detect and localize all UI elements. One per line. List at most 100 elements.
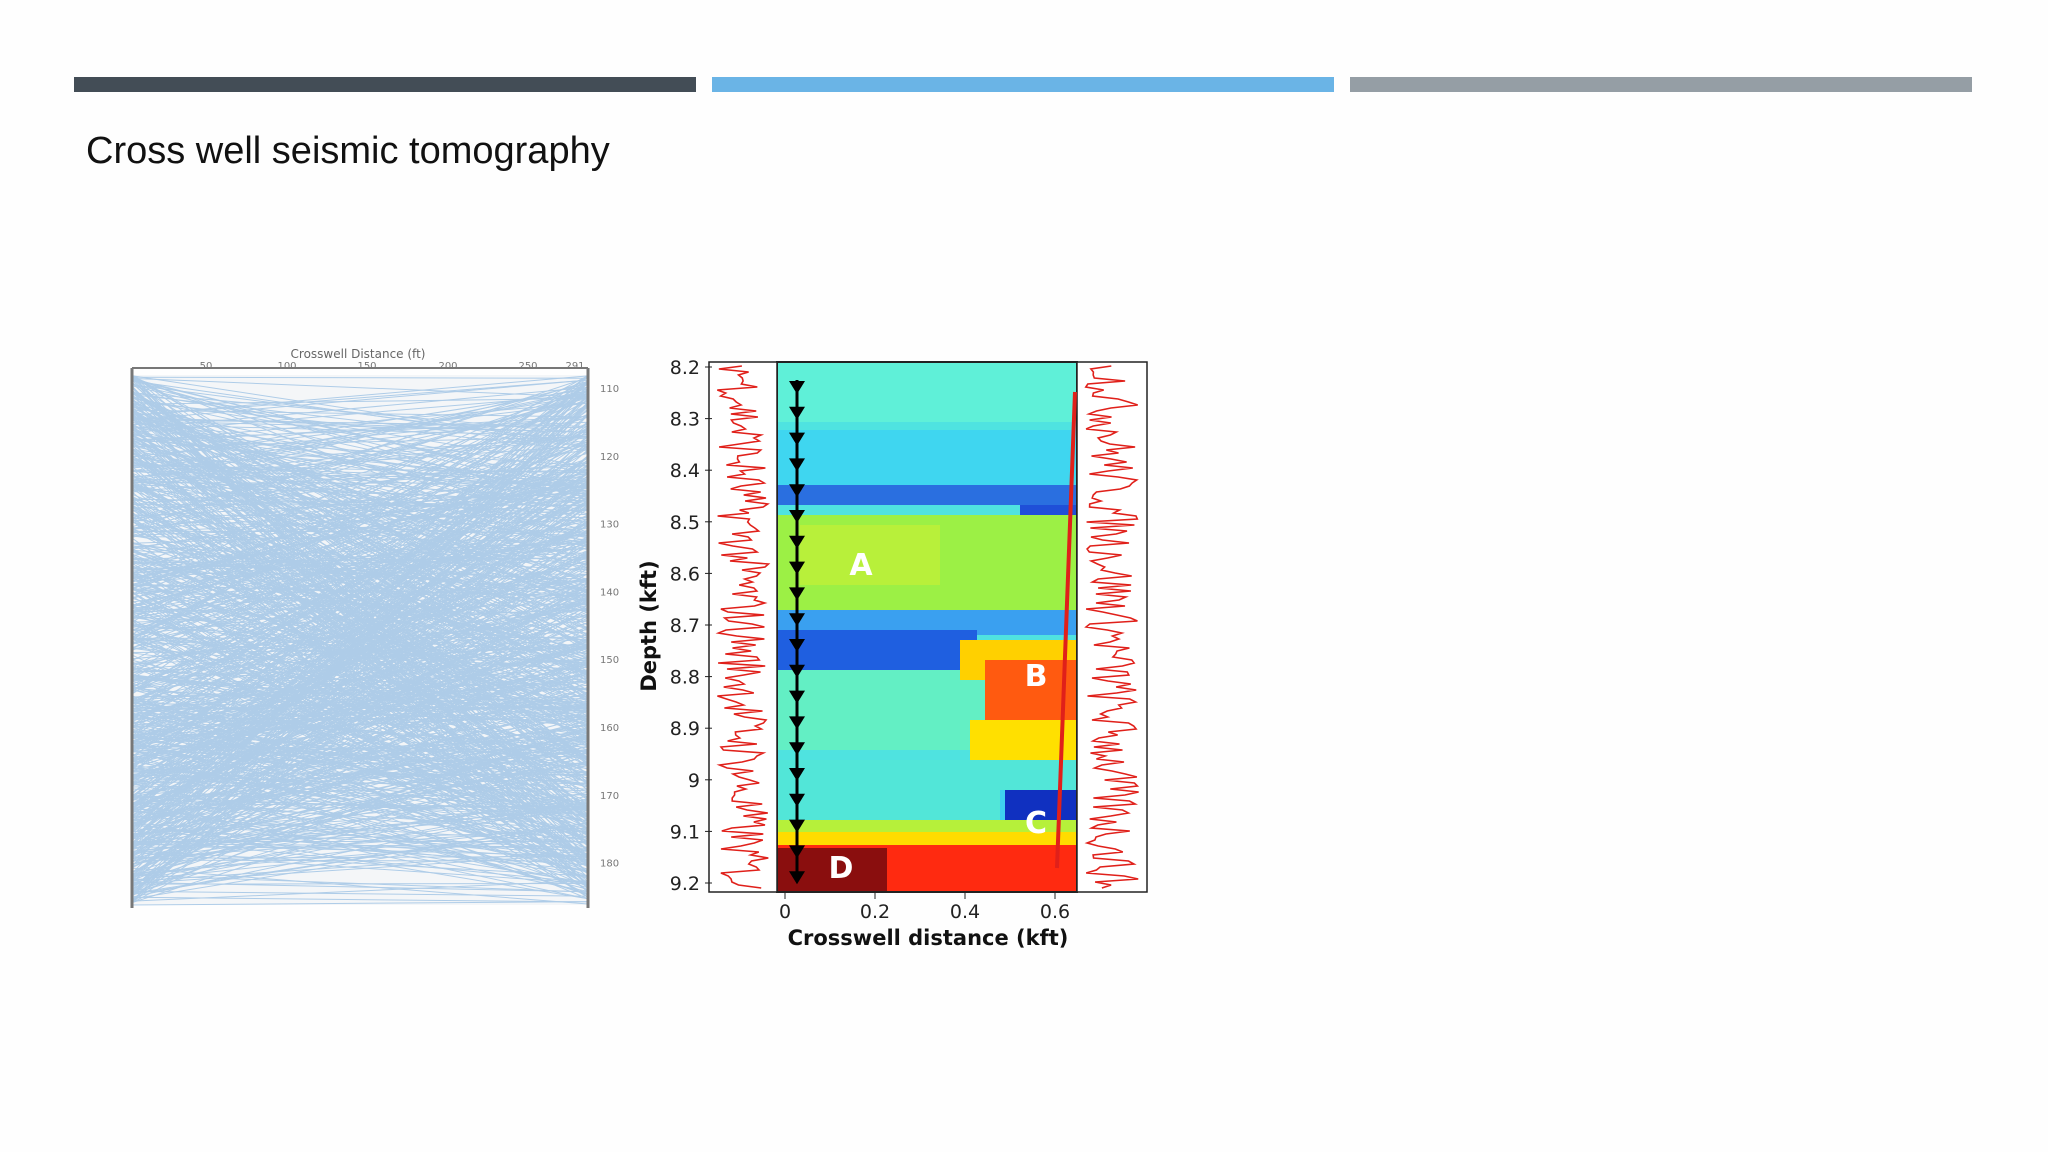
ray-path <box>131 652 589 713</box>
ray-path <box>131 828 589 852</box>
ray-path <box>131 429 589 606</box>
ray-path <box>131 420 589 433</box>
ray-path <box>131 374 589 637</box>
ray-path <box>131 723 589 824</box>
ray-path <box>131 661 589 904</box>
ray-path <box>131 543 589 644</box>
ray-path <box>131 444 589 839</box>
y-tick-label: 9 <box>688 770 700 792</box>
ray-path <box>131 745 589 878</box>
ray-path <box>131 584 589 874</box>
source-marker <box>789 484 805 498</box>
ray-path <box>131 695 589 712</box>
ray-path <box>131 798 589 861</box>
y-tick-label: 8.9 <box>670 718 700 740</box>
region-label: D <box>829 851 854 886</box>
ray-path <box>131 550 589 755</box>
ray-path <box>131 413 589 572</box>
ray-path <box>131 415 589 515</box>
ray-path <box>131 400 589 502</box>
ray-path <box>131 648 589 712</box>
ray-path <box>131 542 589 613</box>
ray-path <box>131 478 589 583</box>
ray-path <box>131 392 589 468</box>
ray-path <box>131 483 589 580</box>
ray-path <box>131 654 589 868</box>
ray-path <box>131 794 589 798</box>
ray-path <box>131 524 589 747</box>
ray-path <box>131 641 589 664</box>
ray-path <box>131 390 589 682</box>
ray-path <box>131 521 589 752</box>
ray-path <box>131 629 589 834</box>
ray-path <box>131 377 589 533</box>
ray-path <box>131 680 589 717</box>
velocity-band <box>777 430 1077 485</box>
ray-path <box>131 398 589 473</box>
ray-path <box>131 577 589 793</box>
ray-path <box>131 506 589 762</box>
ray-path <box>131 469 589 523</box>
ray-path <box>131 550 589 820</box>
ray-path <box>131 550 589 721</box>
ray-path <box>131 450 589 593</box>
ray-path <box>131 394 589 528</box>
ray-path <box>131 577 589 888</box>
ray-path <box>131 517 589 649</box>
ray-path <box>131 537 589 864</box>
source-marker <box>789 535 805 549</box>
ray-path <box>131 705 589 766</box>
ray-path <box>131 383 589 487</box>
ray-path <box>131 377 589 888</box>
ray-path <box>131 606 589 829</box>
ray-path <box>131 572 589 850</box>
ray-path <box>131 398 589 405</box>
ray-path <box>131 607 589 888</box>
ray-path <box>131 741 589 855</box>
ray-path <box>131 386 589 429</box>
ray-path <box>131 449 589 520</box>
ray-path <box>131 546 589 596</box>
header-bar <box>1350 77 1972 92</box>
ray-path <box>131 525 589 781</box>
ray-path <box>131 767 589 834</box>
ray-path <box>131 587 589 783</box>
ray-path <box>131 432 589 546</box>
ray-path <box>131 646 589 869</box>
ray-path <box>131 382 589 813</box>
tick-label: 250 <box>518 361 537 372</box>
ray-path <box>131 725 589 786</box>
ray-path <box>131 432 589 589</box>
ray-path <box>131 421 589 773</box>
ray-path <box>131 506 589 830</box>
ray-path <box>131 647 589 709</box>
ray-path <box>131 592 589 826</box>
ray-path <box>131 460 589 834</box>
ray-path <box>131 528 589 889</box>
ray-path <box>131 588 589 666</box>
ray-path <box>131 670 589 845</box>
ray-path <box>131 606 589 634</box>
ray-path <box>131 487 589 639</box>
ray-path <box>131 390 589 481</box>
ray-path <box>131 611 589 668</box>
ray-path <box>131 631 589 860</box>
ray-path <box>131 722 589 818</box>
ray-path <box>131 831 589 844</box>
ray-path <box>131 661 589 810</box>
ray-path <box>131 455 589 890</box>
ray-path <box>131 494 589 631</box>
ray-path <box>131 530 589 691</box>
ray-path <box>131 389 589 821</box>
ray-path <box>131 832 589 881</box>
ray-path <box>131 850 589 877</box>
ray-path <box>131 749 589 797</box>
ray-path <box>131 714 589 736</box>
ray-path <box>131 681 589 848</box>
ray-path <box>131 410 589 713</box>
ray-path <box>131 402 589 528</box>
ray-path <box>131 395 589 612</box>
ray-path <box>131 558 589 592</box>
ray-path <box>131 434 589 478</box>
ray-path <box>131 430 589 802</box>
